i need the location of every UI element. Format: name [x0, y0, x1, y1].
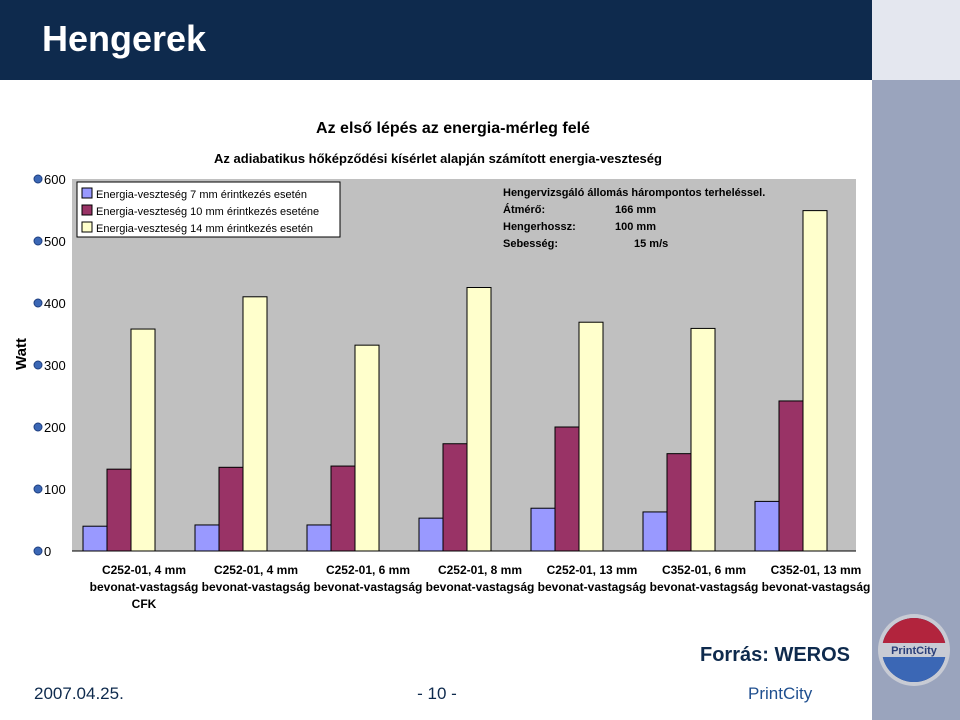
y-tick-label: 500: [44, 234, 66, 249]
y-tick-label: 600: [44, 172, 66, 187]
y-tick-label: 100: [44, 482, 66, 497]
test-conditions-annotation: Hengervizsgáló állomás hárompontos terhe…: [503, 187, 765, 250]
annotation-value: 166 mm: [615, 204, 656, 216]
x-tick-label: bevonat-vastagság: [426, 580, 535, 594]
source-caption: Forrás: WEROS: [700, 644, 851, 666]
x-tick-label: bevonat-vastagság: [762, 580, 871, 594]
bar-chart: Az első lépés az energia-mérleg felé Az …: [13, 120, 871, 611]
bar: [554, 426, 580, 552]
legend-swatch: [81, 187, 93, 199]
y-tick-bullet: [33, 298, 43, 308]
page-title: Hengerek: [42, 18, 207, 59]
legend-swatch: [81, 221, 93, 233]
y-axis-label: Watt: [13, 338, 30, 370]
x-tick-label: C352-01, 13 mm: [771, 563, 862, 577]
bar: [218, 466, 244, 552]
y-tick-bullet: [33, 360, 43, 370]
chart-subtitle: Az adiabatikus hőképződési kísérlet alap…: [214, 151, 662, 166]
chart-legend: Energia-veszteség 7 mm érintkezés esetén…: [76, 181, 341, 238]
x-tick-label: C252-01, 4 mm: [214, 563, 298, 577]
bar: [306, 524, 332, 552]
x-tick-label: C252-01, 8 mm: [438, 563, 522, 577]
x-tick-label: bevonat-vastagság: [538, 580, 647, 594]
x-tick-label: bevonat-vastagság: [650, 580, 759, 594]
x-tick-label: bevonat-vastagság: [314, 580, 423, 594]
x-tick-label: C252-01, 4 mm: [102, 563, 186, 577]
bar: [690, 327, 716, 552]
annotation-label: Hengervizsgáló állomás hárompontos terhe…: [503, 187, 765, 199]
x-tick-label: C252-01, 6 mm: [326, 563, 410, 577]
annotation-value: 15 m/s: [634, 238, 668, 250]
bar: [354, 344, 380, 552]
bar: [82, 525, 108, 552]
y-tick-bullet: [33, 422, 43, 432]
bar: [418, 517, 444, 552]
y-tick-bullet: [33, 484, 43, 494]
footer-brand: PrintCity: [748, 684, 813, 703]
bar: [330, 465, 356, 552]
legend-swatch: [81, 204, 93, 216]
bar: [466, 287, 492, 552]
bar: [242, 296, 268, 552]
annotation-label: Hengerhossz:: [503, 221, 576, 233]
bar: [642, 511, 668, 552]
x-tick-label: bevonat-vastagság: [90, 580, 199, 594]
legend-label: Energia-veszteség 10 mm érintkezés eseté…: [96, 206, 319, 218]
legend-label: Energia-veszteség 14 mm érintkezés eseté…: [96, 223, 313, 235]
x-tick-label: bevonat-vastagság: [202, 580, 311, 594]
header-corner-box: [872, 0, 960, 80]
legend-box: [76, 181, 341, 238]
annotation-label: Átmérő:: [503, 203, 545, 216]
bar: [530, 507, 556, 552]
right-decorative-stripe: [872, 80, 960, 720]
bar: [194, 524, 220, 552]
y-tick-label: 200: [44, 420, 66, 435]
x-tick-label: CFK: [132, 597, 157, 611]
x-tick-label: C252-01, 13 mm: [547, 563, 638, 577]
header-bar: Hengerek: [0, 0, 960, 80]
bar: [802, 210, 828, 552]
footer-date: 2007.04.25.: [34, 684, 124, 703]
annotation-label: Sebesség:: [503, 238, 558, 250]
y-tick-label: 0: [44, 544, 51, 559]
logo-text: PrintCity: [891, 645, 938, 657]
legend-label: Energia-veszteség 7 mm érintkezés esetén: [96, 189, 307, 201]
y-tick-label: 300: [44, 358, 66, 373]
bar: [578, 321, 604, 552]
bar: [666, 453, 692, 552]
footer-page-number: - 10 -: [417, 684, 457, 703]
bar: [106, 468, 132, 552]
annotation-value: 100 mm: [615, 221, 656, 233]
bar: [754, 500, 780, 552]
bar: [442, 443, 468, 552]
y-tick-bullet: [33, 174, 43, 184]
y-tick-label: 400: [44, 296, 66, 311]
printcity-logo: PrintCity: [878, 614, 950, 686]
bar: [130, 328, 156, 552]
y-tick-bullet: [33, 546, 43, 556]
chart-title: Az első lépés az energia-mérleg felé: [316, 120, 590, 137]
y-tick-bullet: [33, 236, 43, 246]
bar: [778, 400, 804, 552]
x-tick-label: C352-01, 6 mm: [662, 563, 746, 577]
